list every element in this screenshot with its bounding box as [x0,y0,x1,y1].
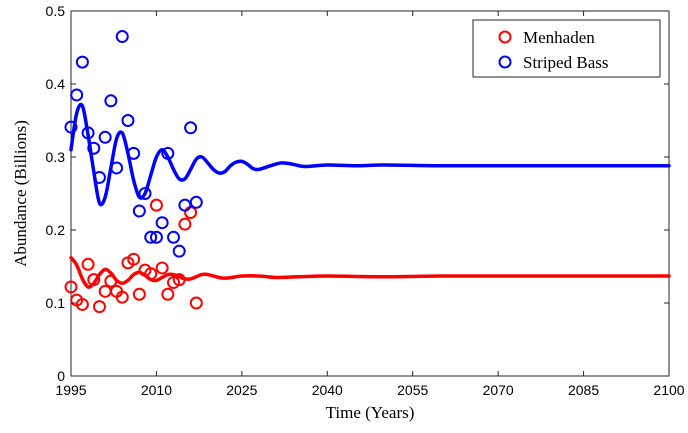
data-point-striped-bass [81,126,95,140]
y-tick-label: 0.3 [46,149,66,165]
data-point-menhaden [149,198,163,212]
data-point-striped-bass [144,230,158,244]
legend-marker-striped-bass [498,55,512,69]
data-point-menhaden [155,261,169,275]
data-point-menhaden [104,274,118,288]
y-tick-label: 0.5 [46,3,66,19]
data-point-striped-bass [189,195,203,209]
data-point-menhaden [178,217,192,231]
data-point-striped-bass [149,230,163,244]
legend-label-menhaden: Menhaden [523,28,595,47]
data-point-striped-bass [178,198,192,212]
data-point-menhaden [144,267,158,281]
data-point-striped-bass [138,187,152,200]
y-tick-label: 0.4 [46,76,66,92]
data-point-menhaden [92,300,106,314]
data-point-striped-bass [167,230,181,244]
series-layer [64,30,671,314]
data-point-striped-bass [115,30,129,44]
x-tick-label: 1995 [55,382,86,398]
x-tick-label: 2070 [483,382,514,398]
x-tick-label: 2040 [312,382,343,398]
data-point-striped-bass [87,141,101,155]
data-point-striped-bass [98,130,112,144]
ticks-layer: 1995 2010 2025 2040 2055 2070 2085 2100 0 0.1 0.2 0… [46,3,685,398]
y-tick-label: 0.1 [46,295,66,311]
x-tick-label: 2025 [226,382,257,398]
x-axis-label: Time (Years) [326,403,415,422]
data-point-menhaden [81,257,95,271]
data-point-menhaden [189,296,203,310]
data-point-striped-bass [75,55,89,69]
y-tick-label: 0 [57,368,65,384]
x-tick-label: 2085 [568,382,599,398]
y-tick-label: 0.2 [46,222,66,238]
legend: Menhaden Striped Bass [472,19,661,78]
data-point-menhaden [75,297,89,311]
data-point-striped-bass [104,94,118,108]
data-point-striped-bass [184,121,198,135]
data-point-striped-bass [110,161,124,175]
data-point-menhaden [161,287,175,301]
data-point-striped-bass [127,146,141,160]
data-point-striped-bass [121,114,135,127]
data-point-striped-bass [70,88,84,102]
data-point-menhaden [172,273,186,287]
data-point-menhaden [87,273,101,287]
x-tick-label: 2100 [653,382,684,398]
data-point-striped-bass [161,146,175,160]
y-axis-label: Abundance (Billions) [11,120,30,267]
data-point-striped-bass [172,244,186,258]
legend-label-striped-bass: Striped Bass [523,53,608,72]
data-point-striped-bass [155,216,169,230]
data-point-striped-bass [132,204,146,218]
data-point-menhaden [64,280,78,294]
data-point-striped-bass [64,120,78,134]
x-tick-label: 2010 [141,382,172,398]
data-point-striped-bass [92,170,106,184]
data-point-menhaden [115,290,129,304]
data-point-menhaden [127,252,141,266]
x-tick-label: 2055 [397,382,428,398]
data-point-menhaden [132,287,146,301]
legend-marker-menhaden [498,30,512,44]
model-line-striped-bass [69,102,671,207]
